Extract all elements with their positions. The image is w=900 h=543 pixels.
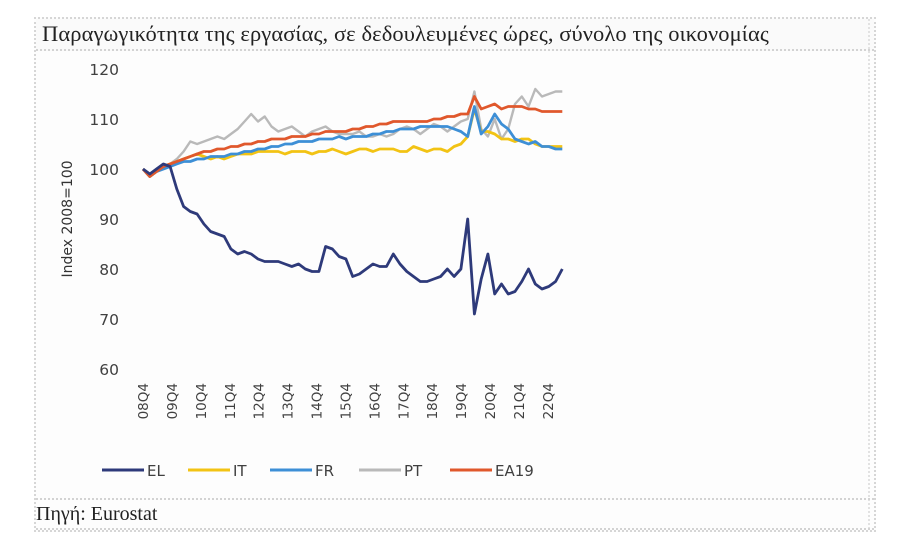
legend-label: FR: [315, 462, 334, 480]
x-tick-label: 21Q4: [512, 383, 528, 419]
x-tick-label: 08Q4: [136, 383, 152, 419]
y-tick-label: 120: [89, 61, 119, 79]
x-tick-label: 12Q4: [252, 383, 268, 419]
legend-item-it: IT: [188, 462, 247, 480]
series-line-fr: [141, 105, 563, 178]
x-tick-label: 19Q4: [454, 383, 470, 419]
x-tick-label: 20Q4: [483, 383, 499, 419]
source-row: Πηγή: Eurostat: [36, 498, 874, 530]
x-tick-label: 10Q4: [194, 383, 210, 419]
legend-item-pt: PT: [359, 462, 423, 480]
y-tick-label: 90: [99, 211, 119, 229]
plot-area: [141, 87, 564, 316]
chart-title: Παραγωγικότητα της εργασίας, σε δεδουλευ…: [42, 21, 769, 46]
title-row: Παραγωγικότητα της εργασίας, σε δεδουλευ…: [36, 19, 874, 51]
x-tick-label: 16Q4: [367, 383, 383, 419]
series-line-it: [141, 107, 563, 178]
legend: EL IT FR PT EA19: [102, 462, 534, 480]
series-line-ea19: [141, 95, 563, 178]
y-axis: 60 70 80 90 100 110 120: [89, 61, 119, 379]
x-tick-label: 13Q4: [281, 383, 297, 419]
x-tick-label: 17Q4: [396, 383, 412, 419]
y-tick-label: 80: [99, 261, 119, 279]
y-tick-label: 100: [89, 161, 119, 179]
y-tick-label: 60: [99, 361, 119, 379]
x-tick-label: 14Q4: [310, 383, 326, 419]
legend-label: IT: [233, 462, 247, 480]
series-line-pt: [142, 87, 563, 176]
x-tick-label: 22Q4: [541, 383, 557, 419]
x-tick-label: 18Q4: [425, 383, 441, 419]
legend-label: EA19: [495, 462, 534, 480]
x-tick-label: 09Q4: [165, 383, 181, 419]
x-axis: 08Q4 09Q4 10Q4 11Q4 12Q4 13Q4 14Q4 15Q4 16Q4 17Q4…: [136, 383, 557, 419]
y-tick-label: 70: [99, 311, 119, 329]
legend-label: PT: [404, 462, 423, 480]
legend-item-ea19: EA19: [450, 462, 534, 480]
x-tick-label: 15Q4: [338, 383, 354, 419]
frame-right-border: [868, 19, 874, 529]
legend-item-fr: FR: [270, 462, 334, 480]
legend-item-el: EL: [102, 462, 165, 480]
y-tick-label: 110: [89, 111, 119, 129]
source-note: Πηγή: Eurostat: [36, 503, 158, 525]
y-axis-label: Index 2008=100: [60, 160, 76, 277]
x-tick-label: 11Q4: [223, 383, 239, 419]
series-line-el: [142, 162, 564, 316]
legend-label: EL: [147, 462, 165, 480]
